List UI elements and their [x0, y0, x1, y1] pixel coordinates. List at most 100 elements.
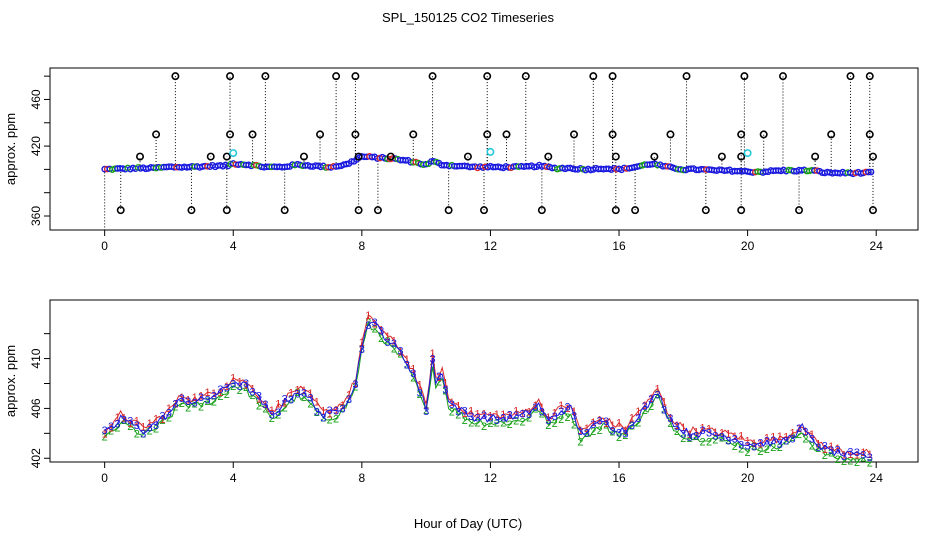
bottom-series-2-point: 2 — [179, 398, 185, 410]
bottom-series-2-point: 2 — [230, 381, 236, 393]
bottom-series-2-point: 2 — [204, 396, 210, 408]
bottom-series-1-point: 1 — [442, 377, 448, 389]
bottom-series-2-point: 2 — [301, 392, 307, 404]
top-outlier-point — [479, 206, 488, 215]
bottom-series-3-point: 3 — [597, 415, 603, 427]
bottom-series-3-point: 3 — [327, 405, 333, 417]
top-outlier-point — [737, 206, 746, 215]
top-outlier-point — [206, 152, 215, 161]
bottom-series-2-point: 2 — [835, 454, 841, 466]
bottom-series-1-point: 1 — [622, 425, 628, 437]
bottom-series-1-point: 1 — [603, 418, 609, 430]
top-outlier-point — [740, 72, 749, 81]
bottom-series-3-point: 3 — [590, 419, 596, 431]
bottom-series-1-point: 1 — [552, 407, 558, 419]
top-outlier-point — [386, 152, 395, 161]
bottom-series-2-point: 2 — [732, 441, 738, 453]
bottom-series-1-point: 1 — [725, 428, 731, 440]
bottom-series-3-point: 3 — [719, 431, 725, 443]
bottom-series-3-point: 3 — [114, 419, 120, 431]
top-baseline-series — [101, 153, 875, 178]
top-outlier-point — [611, 206, 620, 215]
bottom-series-1-point: 1 — [745, 435, 751, 447]
bottom-series-3-point: 3 — [648, 394, 654, 406]
bottom-y-axis-label: approx. ppm — [3, 345, 18, 417]
bottom-series-2-point: 2 — [822, 450, 828, 462]
bottom-series-1-point: 1 — [384, 331, 390, 343]
top-outlier-point — [865, 72, 874, 81]
bottom-series-2-point: 2 — [102, 432, 108, 444]
bottom-series-3-point: 3 — [475, 412, 481, 424]
top-outlier-point — [373, 206, 382, 215]
bottom-series-2-point: 2 — [603, 419, 609, 431]
bottom-series-1-point: 1 — [198, 390, 204, 402]
bottom-series-3-point: 3 — [777, 439, 783, 451]
bottom-series-2-point: 2 — [108, 426, 114, 438]
bottom-series-2-point: 2 — [494, 418, 500, 430]
bottom-series-2-point: 2 — [680, 433, 686, 445]
bottom-series-3-point: 3 — [532, 402, 538, 414]
top-outlier-point — [299, 152, 308, 161]
bottom-series-2-point: 2 — [809, 440, 815, 452]
bottom-series-1-point: 1 — [635, 406, 641, 418]
top-outlier-point — [537, 206, 546, 215]
bottom-series-2-point: 2 — [693, 431, 699, 443]
bottom-series-1-point: 1 — [500, 409, 506, 421]
bottom-series-3-point: 3 — [320, 413, 326, 425]
top-outlier-point — [778, 72, 787, 81]
bottom-series-3-point: 3 — [391, 338, 397, 350]
bottom-series-3-point: 3 — [455, 407, 461, 419]
top-x-tick-label: 8 — [358, 239, 365, 253]
bottom-series-3-point: 3 — [339, 403, 345, 415]
bottom-series-1-point: 1 — [700, 423, 706, 435]
bottom-series-1-point: 1 — [256, 394, 262, 406]
bottom-series-3-point: 3 — [487, 412, 493, 424]
bottom-series-2-point: 2 — [802, 434, 808, 446]
bottom-series-3-point: 3 — [198, 392, 204, 404]
bottom-series-3-point: 3 — [732, 434, 738, 446]
bottom-series-3-point: 3 — [436, 371, 442, 383]
bottom-series-3-point: 3 — [584, 428, 590, 440]
bottom-series-2-point: 2 — [475, 418, 481, 430]
bottom-series-1-point: 1 — [307, 388, 313, 400]
bottom-series-3-point: 3 — [121, 415, 127, 427]
bottom-series-3-point: 3 — [449, 399, 455, 411]
top-outlier-point — [463, 152, 472, 161]
bottom-series-1-point: 1 — [590, 417, 596, 429]
bottom-series-2-point: 2 — [114, 423, 120, 435]
bottom-series-3-point: 3 — [674, 421, 680, 433]
top-outlier-point — [846, 72, 855, 81]
top-outlier-point — [589, 72, 598, 81]
top-outlier-point — [222, 206, 231, 215]
top-panel: approx. ppm 0 4 8 12 16 20 24 360 420 460 — [3, 67, 919, 253]
bottom-series-1-point: 1 — [327, 409, 333, 421]
top-data-point — [867, 168, 875, 176]
bottom-series-1-point: 1 — [610, 420, 616, 432]
bottom-series-2-point: 2 — [134, 429, 140, 441]
bottom-series-2-point: 2 — [745, 447, 751, 459]
top-outlier-point — [827, 130, 836, 139]
bottom-series-2-point: 2 — [687, 433, 693, 445]
bottom-series-2-point: 2 — [571, 419, 577, 431]
bottom-series-2-point: 2 — [854, 457, 860, 469]
top-outlier-point — [354, 152, 363, 161]
bottom-series-2-point: 2 — [237, 385, 243, 397]
top-outlier-point — [261, 72, 270, 81]
bottom-series-2-point: 2 — [635, 417, 641, 429]
bottom-series-3-point: 3 — [462, 406, 468, 418]
top-outlier-point — [248, 130, 257, 139]
bottom-series-3-point: 3 — [642, 401, 648, 413]
top-outlier-point — [666, 130, 675, 139]
bottom-series-1-point: 1 — [346, 389, 352, 401]
bottom-series-3-point: 3 — [796, 423, 802, 435]
bottom-series-1-point: 1 — [320, 406, 326, 418]
top-outlier-point — [428, 72, 437, 81]
bottom-series-1-point: 1 — [192, 392, 198, 404]
bottom-series-2-point: 2 — [674, 426, 680, 438]
top-outlier-point — [280, 206, 289, 215]
bottom-series-1-point: 1 — [532, 400, 538, 412]
top-outlier-point — [737, 130, 746, 139]
top-plot-frame — [49, 67, 919, 231]
top-x-tick-label: 16 — [612, 239, 626, 253]
